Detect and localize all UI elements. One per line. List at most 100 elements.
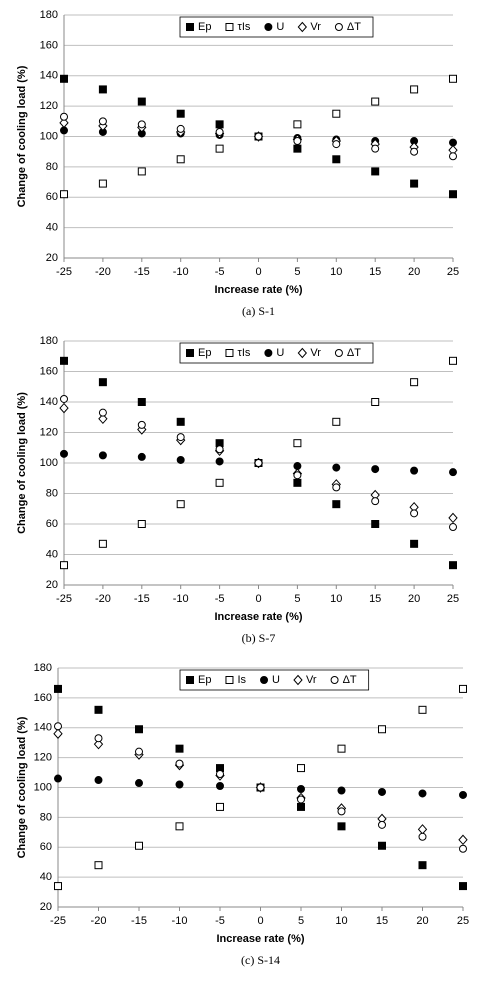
x-tick-label: -10 xyxy=(173,593,189,605)
marker xyxy=(215,120,224,129)
marker xyxy=(332,463,341,472)
marker xyxy=(337,744,346,753)
marker xyxy=(175,744,184,753)
marker xyxy=(176,124,185,133)
marker xyxy=(410,378,419,387)
marker xyxy=(137,520,146,528)
x-tick-label: 20 xyxy=(408,266,420,278)
y-tick-label: 60 xyxy=(40,841,52,853)
x-tick-label: -25 xyxy=(50,915,66,927)
marker xyxy=(186,349,194,357)
marker xyxy=(264,349,273,357)
marker xyxy=(410,466,419,475)
y-tick-label: 20 xyxy=(40,901,52,913)
marker xyxy=(293,478,302,487)
legend-label: Ep xyxy=(198,674,211,686)
marker xyxy=(417,824,428,835)
marker xyxy=(137,167,146,176)
marker xyxy=(459,684,467,693)
marker xyxy=(60,356,68,365)
marker xyxy=(256,783,265,792)
marker xyxy=(293,471,302,480)
marker xyxy=(176,417,185,426)
chart: 20 40 60 80 100 120 140 160 180 -25 -20 -15 -10 -5 0 5 1… xyxy=(16,662,469,967)
y-tick-label: 100 xyxy=(40,457,58,469)
marker xyxy=(135,725,143,734)
y-tick-label: 180 xyxy=(34,662,52,674)
legend-box xyxy=(179,342,374,364)
marker xyxy=(53,728,63,739)
marker xyxy=(225,349,234,357)
marker xyxy=(60,74,68,83)
x-tick-label: 5 xyxy=(298,915,304,927)
marker xyxy=(332,155,341,164)
marker xyxy=(378,820,386,829)
legend-label: ΔT xyxy=(343,674,357,686)
marker xyxy=(293,120,302,129)
marker xyxy=(418,705,427,714)
x-tick-label: 25 xyxy=(447,266,459,278)
marker xyxy=(175,822,184,831)
marker xyxy=(137,120,146,129)
x-tick-label: 10 xyxy=(335,915,347,927)
x-tick-label: 0 xyxy=(255,593,261,605)
marker xyxy=(137,452,146,461)
caption: (c) S-14 xyxy=(241,953,280,967)
marker xyxy=(176,455,185,464)
marker xyxy=(98,413,108,425)
marker xyxy=(297,802,305,811)
y-tick-label: 100 xyxy=(40,130,58,142)
y-tick-label: 80 xyxy=(46,487,58,499)
marker xyxy=(186,23,194,31)
marker xyxy=(176,500,185,509)
x-tick-label: -5 xyxy=(215,266,225,278)
marker xyxy=(410,85,419,94)
marker xyxy=(459,844,467,853)
marker xyxy=(297,21,307,33)
marker xyxy=(297,784,305,793)
marker xyxy=(459,790,467,799)
marker xyxy=(176,109,185,118)
legend-label: Ep xyxy=(198,21,211,33)
x-axis-title: Increase rate (%) xyxy=(214,284,302,296)
y-tick-label: 80 xyxy=(46,161,58,173)
x-tick-label: 10 xyxy=(330,593,342,605)
marker xyxy=(98,117,107,126)
legend: Ep Is U Vr ΔT xyxy=(179,669,370,691)
marker xyxy=(225,676,234,684)
marker xyxy=(137,97,146,106)
legend: Ep τIs U Vr ΔT xyxy=(179,342,374,364)
marker xyxy=(334,349,343,357)
y-tick-label: 140 xyxy=(40,70,58,82)
marker xyxy=(332,109,341,118)
marker xyxy=(334,23,343,31)
y-tick-label: 40 xyxy=(40,871,52,883)
marker xyxy=(215,445,224,454)
x-tick-label: -15 xyxy=(134,266,150,278)
legend-label: Is xyxy=(237,674,246,686)
legend-label: Vr xyxy=(310,347,321,359)
legend-box xyxy=(179,669,370,691)
marker xyxy=(98,378,107,387)
x-tick-label: -25 xyxy=(56,266,72,278)
y-tick-label: 40 xyxy=(46,222,58,234)
y-tick-label: 40 xyxy=(46,548,58,560)
x-tick-label: 25 xyxy=(447,593,459,605)
marker xyxy=(293,137,302,146)
x-tick-label: 15 xyxy=(376,915,388,927)
marker xyxy=(216,782,224,791)
marker xyxy=(449,468,457,477)
marker xyxy=(293,674,303,686)
x-tick-label: -10 xyxy=(172,915,188,927)
y-tick-label: 60 xyxy=(46,518,58,530)
legend-label: τIs xyxy=(237,347,250,359)
marker xyxy=(94,861,103,870)
marker xyxy=(93,738,104,750)
marker xyxy=(59,402,69,414)
marker xyxy=(98,85,107,94)
y-tick-label: 120 xyxy=(34,752,52,764)
marker xyxy=(60,112,68,121)
marker xyxy=(418,789,427,798)
y-tick-label: 140 xyxy=(34,722,52,734)
x-tick-label: 15 xyxy=(369,593,381,605)
